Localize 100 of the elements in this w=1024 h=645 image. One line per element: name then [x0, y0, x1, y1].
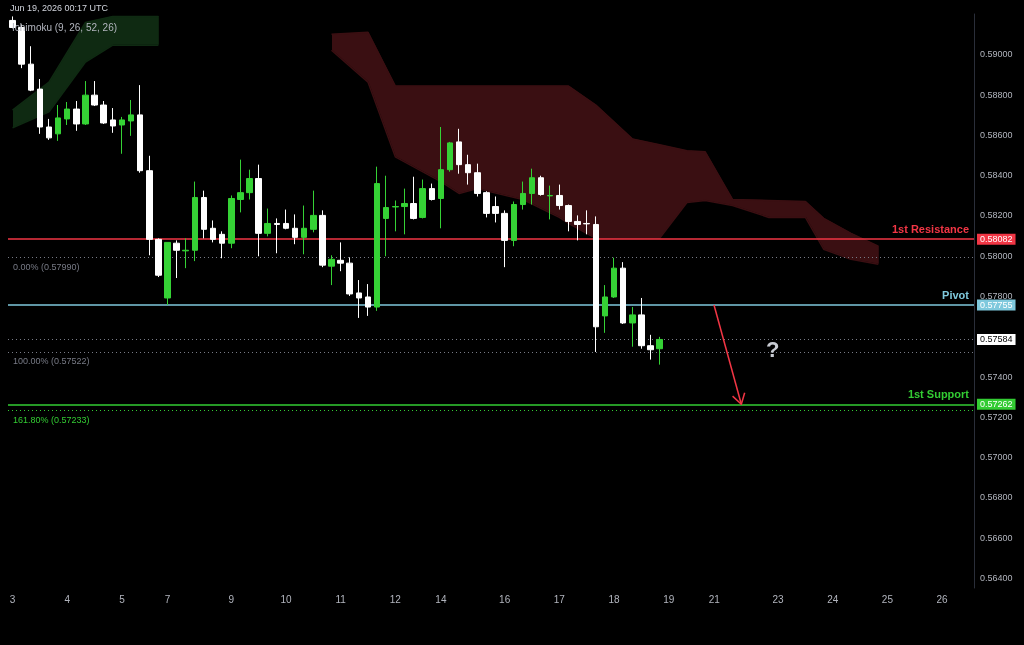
candlestick	[274, 217, 280, 254]
candlestick	[447, 141, 453, 173]
candlestick	[255, 164, 262, 257]
y-tick-label: 0.56600	[980, 532, 1013, 543]
candlestick	[474, 163, 481, 197]
candlestick	[328, 254, 335, 286]
candlestick	[501, 209, 508, 268]
candlestick	[228, 194, 235, 249]
y-tick-label: 0.58000	[980, 250, 1013, 261]
candlestick	[110, 107, 116, 134]
y-tick-label: 0.56800	[980, 492, 1013, 503]
y-tick-label: 0.56400	[980, 572, 1013, 583]
candlestick	[301, 205, 307, 255]
candlestick	[155, 237, 162, 278]
x-tick-label: 5	[119, 593, 126, 605]
candlestick	[91, 80, 98, 107]
y-tick-label: 0.57800	[980, 290, 1013, 301]
ref-line-label: 1st Resistance	[891, 222, 969, 235]
x-tick-label: 25	[881, 593, 894, 605]
y-tick-label: 0.57000	[980, 452, 1013, 463]
candlestick	[419, 179, 426, 219]
candlestick	[73, 100, 80, 132]
candlestick	[593, 215, 599, 353]
x-tick-label: 23	[772, 593, 785, 605]
candlestick	[520, 181, 526, 211]
annotation: ?	[766, 336, 780, 362]
candlestick	[465, 154, 471, 186]
candlestick	[119, 116, 125, 155]
ref-line-label: Pivot	[942, 288, 970, 301]
x-tick-label: 3	[9, 593, 16, 605]
x-tick-label: 7	[164, 593, 171, 605]
candlestick	[319, 209, 326, 268]
candlestick	[219, 230, 225, 259]
candlestick	[438, 126, 444, 229]
candlestick	[201, 190, 207, 239]
candlestick	[283, 209, 289, 230]
y-tick-label: 0.58600	[980, 129, 1013, 140]
ref-line-label: 100.00% (0.57522)	[13, 356, 90, 367]
candlestick	[337, 241, 344, 272]
candlestick	[629, 306, 636, 348]
candlestick	[182, 237, 189, 269]
text: 0.58082	[980, 234, 1013, 245]
text: 0.57584	[980, 334, 1013, 345]
y-tick-label: 0.58200	[980, 210, 1013, 221]
ref-line-label: 161.80% (0.57233)	[13, 414, 90, 425]
candlestick	[456, 128, 462, 175]
x-tick-label: 26	[936, 593, 949, 605]
candlestick	[410, 176, 417, 220]
candlestick	[55, 104, 61, 142]
candlestick	[656, 336, 663, 366]
candlestick	[37, 78, 43, 135]
candlestick	[164, 241, 171, 306]
x-tick-label: 24	[827, 593, 839, 605]
candlestick	[556, 184, 563, 211]
candlestick	[492, 195, 499, 223]
x-tick-label: 14	[435, 593, 447, 605]
x-tick-label: 11	[335, 593, 347, 605]
candlestick	[602, 284, 608, 334]
y-tick-label: 0.57400	[980, 371, 1013, 382]
candlestick	[346, 256, 353, 297]
ref-line-label: 1st Support	[907, 387, 970, 400]
candlestick	[310, 190, 317, 233]
candlestick	[82, 80, 89, 126]
candlestick	[264, 208, 271, 237]
candlestick	[46, 118, 52, 141]
candlestick	[246, 169, 253, 200]
candlestick	[583, 209, 590, 235]
candlestick	[647, 334, 654, 361]
candlestick	[383, 175, 389, 257]
candlestick	[173, 239, 180, 279]
text: 0.57755	[980, 300, 1013, 311]
candlestick	[429, 183, 435, 201]
candlestick	[529, 168, 535, 206]
text: Jun 19, 2026 00:17 UTC	[10, 2, 109, 13]
y-tick-label: 0.59000	[980, 49, 1013, 60]
x-tick-label: 16	[499, 593, 511, 605]
candlestick	[638, 297, 645, 350]
candlestick	[483, 190, 490, 218]
candlestick	[538, 175, 544, 197]
y-tick-label: 0.58400	[980, 170, 1013, 181]
text: 0.57262	[980, 399, 1013, 410]
candlestick	[137, 84, 143, 174]
candlestick	[292, 213, 298, 245]
x-tick-label: 17	[553, 593, 566, 605]
candlestick	[620, 261, 626, 325]
candlestick	[64, 101, 70, 126]
x-tick-label: 19	[663, 593, 675, 605]
x-tick-label: 9	[228, 593, 235, 605]
x-tick-label: 21	[708, 593, 721, 605]
candlestick	[28, 45, 34, 92]
candlestick	[365, 283, 371, 317]
candlestick	[146, 155, 153, 256]
y-tick-label: 0.57200	[980, 411, 1013, 422]
candlestick	[237, 159, 244, 213]
candlestick	[210, 219, 216, 243]
candlestick	[565, 204, 572, 232]
candlestick	[392, 200, 399, 232]
candlestick	[100, 100, 107, 125]
candlestick	[192, 181, 198, 262]
candlestick	[401, 188, 408, 235]
